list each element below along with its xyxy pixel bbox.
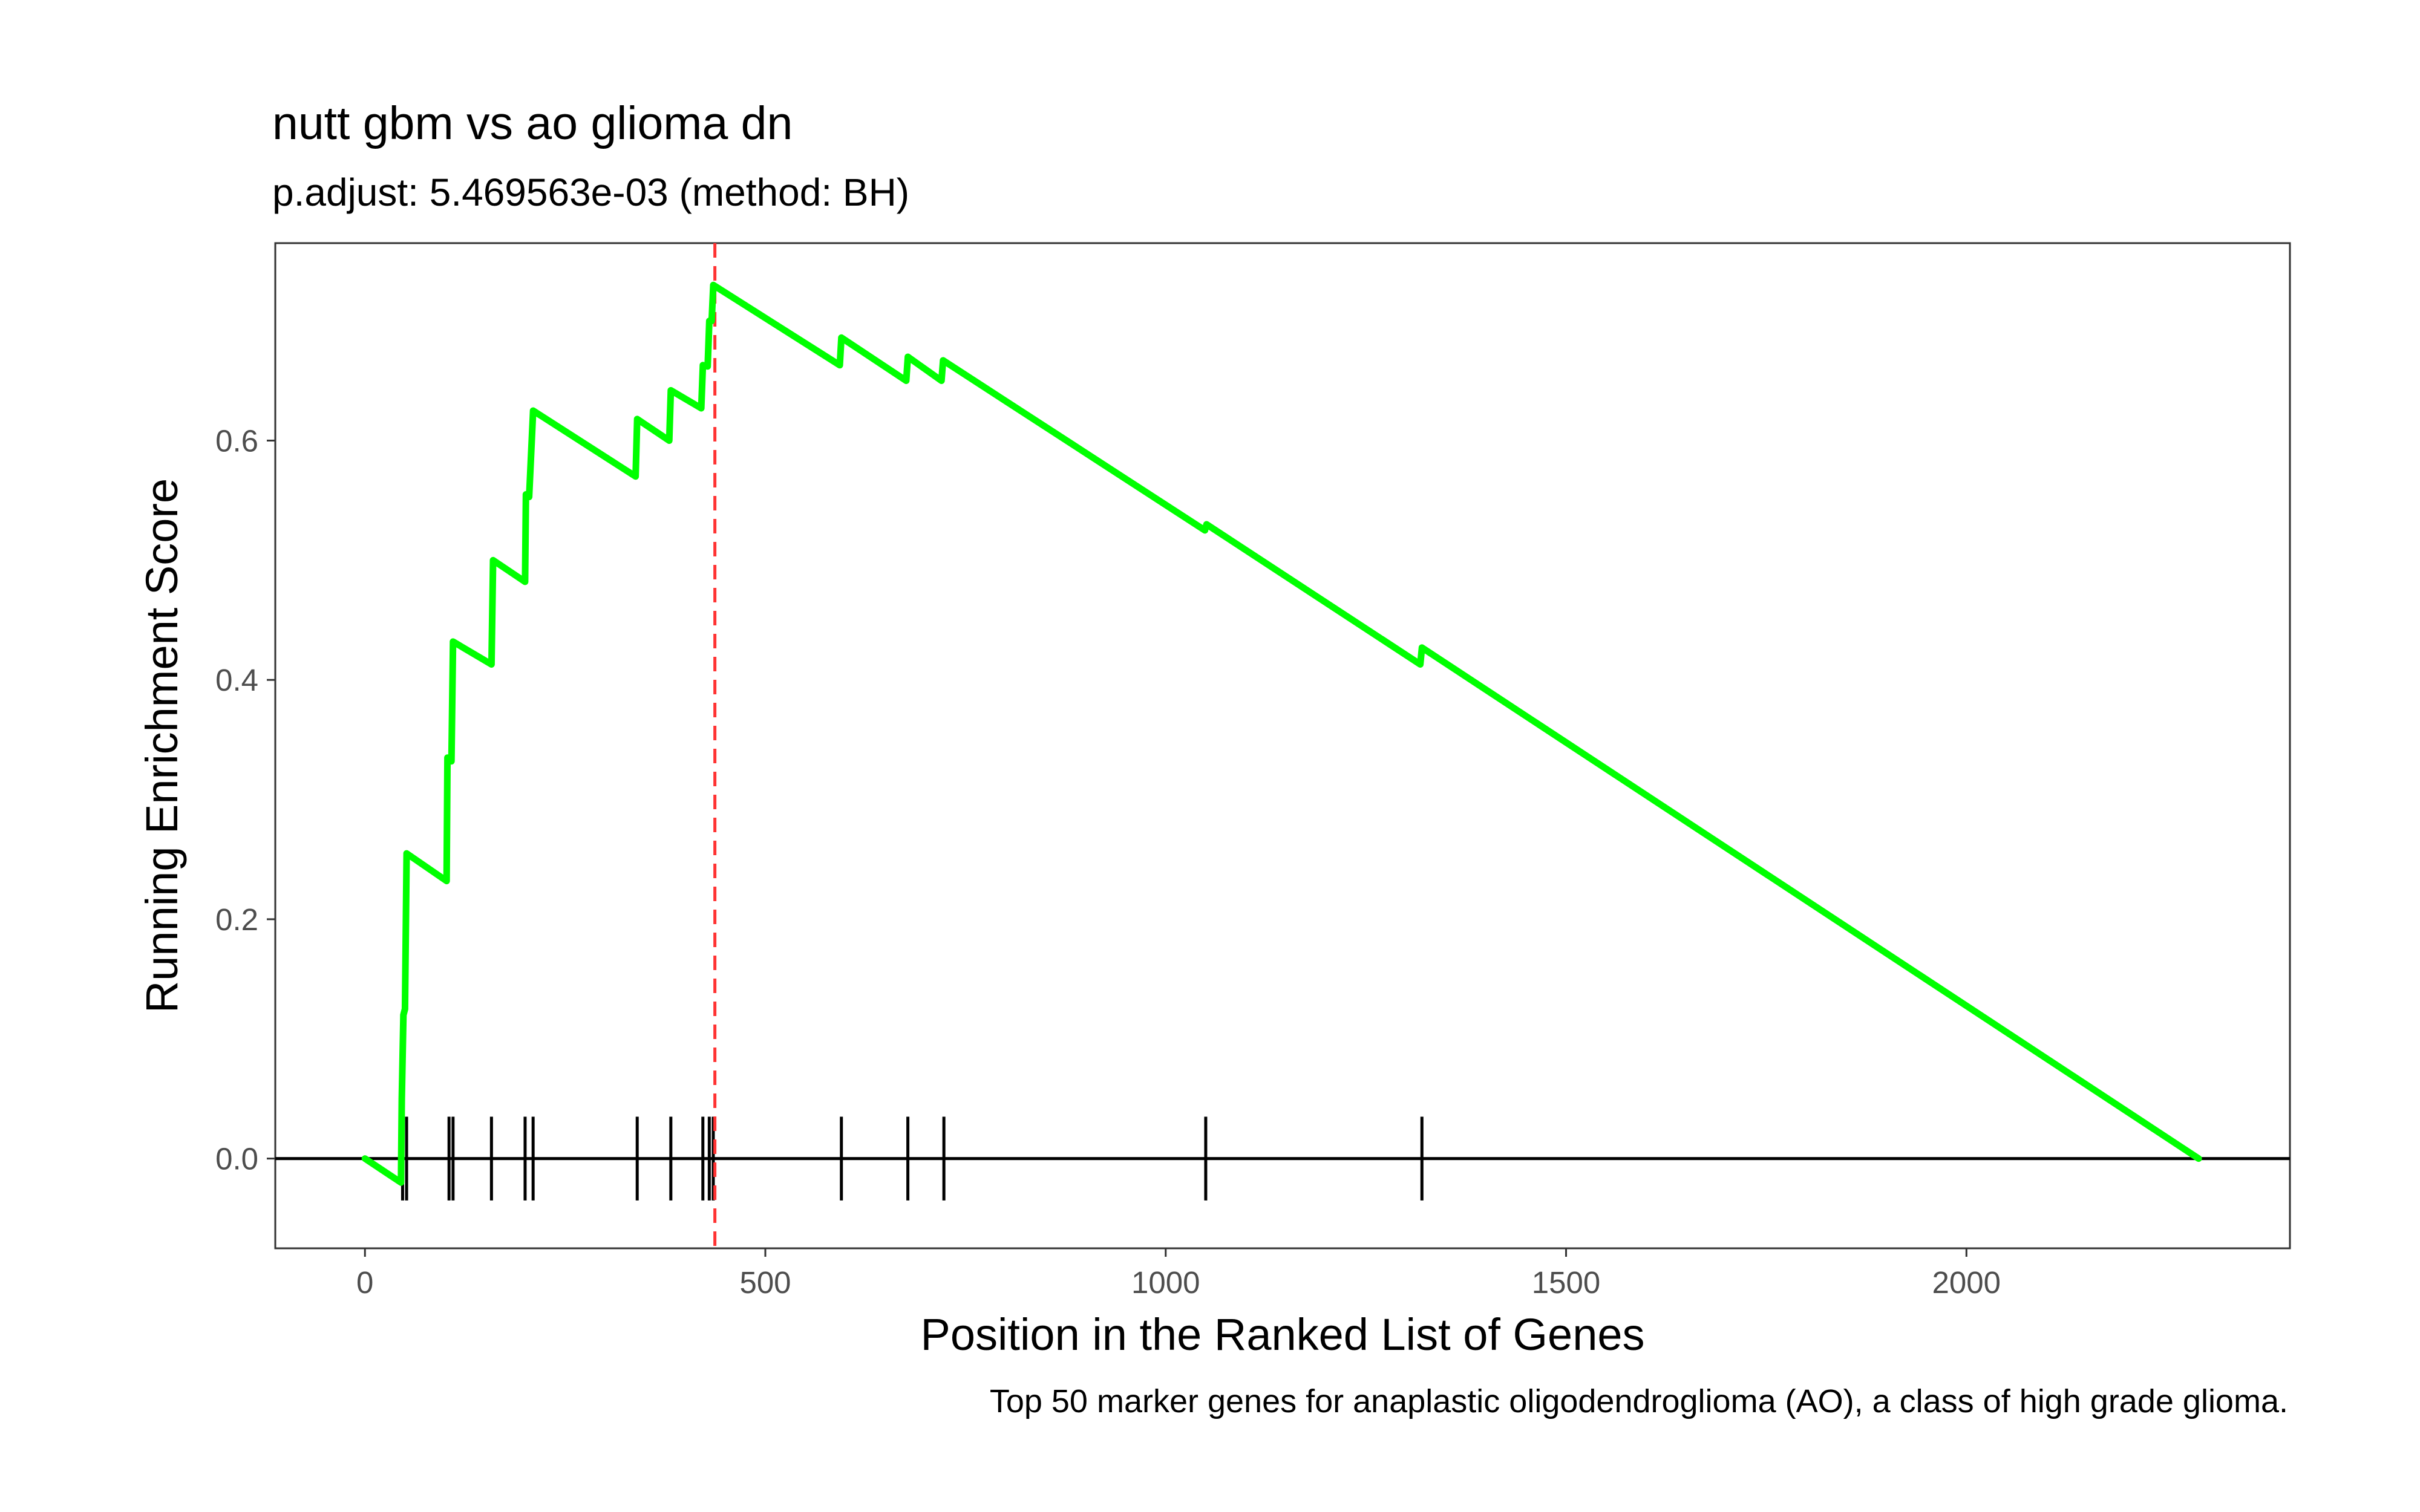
- x-axis-title: Position in the Ranked List of Genes: [920, 1309, 1644, 1360]
- x-tick-label-2: 1000: [1131, 1265, 1200, 1300]
- chart-subtitle: p.adjust: 5.469563e-03 (method: BH): [272, 171, 909, 214]
- y-tick-label-0: 0.0: [215, 1142, 258, 1176]
- plot-panel: [274, 242, 2291, 1250]
- chart-title: nutt gbm vs ao glioma dn: [272, 97, 793, 149]
- x-tick-label-4: 2000: [1932, 1265, 2001, 1300]
- x-tick-label-0: 0: [356, 1265, 373, 1300]
- chart-caption: Top 50 marker genes for anaplastic oligo…: [990, 1383, 2288, 1419]
- y-tick-label-2: 0.4: [215, 663, 258, 697]
- y-axis: 0.0 0.2 0.4 0.6: [215, 423, 275, 1176]
- y-axis-title: Running Enrichment Score: [137, 478, 187, 1013]
- plot-marks: [275, 243, 2290, 1248]
- x-tick-label-1: 500: [739, 1265, 791, 1300]
- x-axis: 0 500 1000 1500 2000: [356, 1248, 2001, 1300]
- y-tick-label-1: 0.2: [215, 902, 258, 937]
- x-tick-label-3: 1500: [1532, 1265, 1600, 1300]
- y-tick-label-3: 0.6: [215, 423, 258, 458]
- enrichment-score-line-0: [361, 281, 2202, 1186]
